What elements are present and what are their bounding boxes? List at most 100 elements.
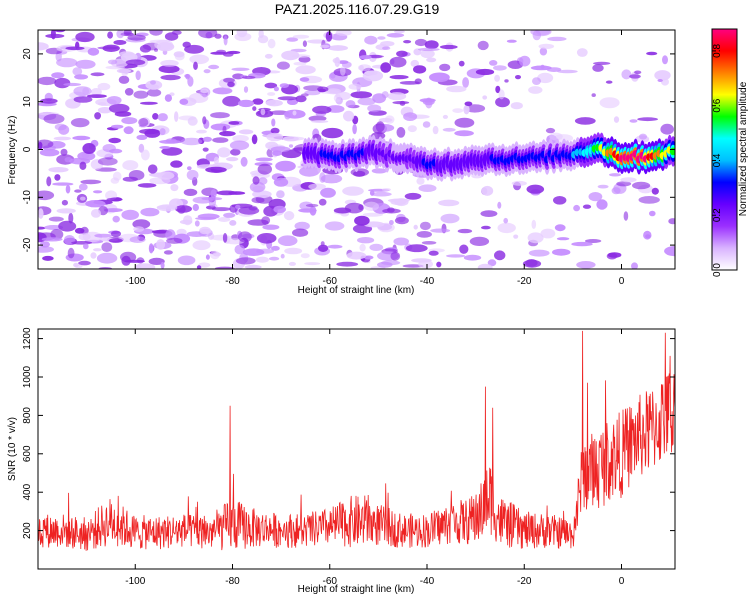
heatmap-cell	[116, 68, 131, 74]
heatmap-cell	[145, 80, 163, 90]
heatmap-cell	[280, 253, 285, 259]
heatmap-cell	[342, 186, 364, 196]
heatmap-cell	[528, 86, 543, 94]
heatmap-cell	[170, 184, 179, 192]
heatmap-cell	[74, 227, 85, 234]
heatmap-cell	[273, 205, 287, 214]
heatmap-cell	[212, 87, 233, 95]
heatmap-cell	[48, 167, 69, 173]
heatmap-cell	[477, 40, 489, 51]
heatmap-cell	[229, 220, 237, 226]
heatmap-cell	[203, 69, 211, 74]
snr-ticks: -100 -80 -60 -40 -20 0 200 400 600 800 1000 1200	[22, 327, 675, 587]
heatmap-cell	[183, 188, 198, 196]
heatmap-cell	[271, 118, 276, 127]
heatmap-cell	[258, 177, 268, 185]
heatmap-cell	[196, 129, 207, 134]
heatmap-cell	[308, 115, 327, 122]
heatmap-cell	[616, 181, 632, 187]
heatmap-cell	[537, 72, 554, 84]
heatmap-cell	[276, 61, 290, 70]
heatmap-cell	[110, 230, 122, 237]
heatmap-cell	[271, 245, 280, 251]
heatmap-cell	[463, 104, 470, 115]
heatmap-cell	[629, 74, 641, 79]
heatmap-cell	[438, 199, 460, 207]
heatmap-cell	[318, 88, 327, 93]
heatmap-cell	[389, 56, 407, 68]
heatmap-cell	[265, 99, 283, 107]
heatmap-cell	[186, 169, 199, 181]
heatmap-cell	[54, 174, 61, 181]
heatmap-cell	[201, 197, 223, 201]
heatmap-cell	[481, 225, 491, 230]
heatmap-cell	[232, 73, 245, 80]
heatmap-cell	[426, 57, 437, 63]
heatmap-cell	[573, 204, 580, 212]
heatmap-cell	[333, 207, 352, 214]
heatmap-cell	[284, 247, 303, 255]
heatmap-cell	[503, 217, 509, 224]
heatmap-cell	[38, 42, 49, 51]
heatmap-cell	[94, 112, 101, 120]
heatmap-cell	[273, 86, 279, 92]
snr-xtick-label: -40	[420, 576, 435, 587]
heatmap-cell	[264, 53, 273, 59]
heatmap-cell	[136, 264, 142, 269]
heatmap-cell	[413, 65, 427, 74]
heatmap-cell	[202, 147, 209, 152]
heatmap-cell	[547, 36, 567, 42]
heatmap-cell	[234, 244, 245, 255]
heatmap-cell	[90, 72, 105, 77]
heatmap-cell	[327, 244, 343, 249]
heatmap-cell	[498, 89, 505, 100]
heatmap-cell	[97, 102, 107, 106]
heatmap-cell	[228, 191, 246, 195]
heatmap-cell	[377, 36, 386, 40]
heatmap-cell	[340, 66, 346, 76]
heatmap-cell	[235, 204, 241, 209]
heatmap-cell	[643, 230, 652, 240]
heatmap-cell	[515, 75, 521, 80]
heatmap-cell	[389, 75, 409, 80]
heatmap-cell	[113, 40, 127, 45]
heatmap-cell	[68, 212, 74, 224]
spectrogram-xtick-label: -20	[517, 276, 532, 287]
heatmap-cell	[261, 216, 271, 225]
heatmap-cell	[403, 40, 412, 44]
heatmap-cell	[440, 213, 460, 224]
heatmap-cell	[623, 211, 629, 221]
heatmap-cell	[396, 126, 406, 138]
heatmap-cell	[481, 185, 494, 196]
spectrogram-ylabel: Frequency (Hz)	[7, 116, 18, 185]
heatmap-cell	[584, 239, 602, 243]
heatmap-cell	[158, 64, 180, 74]
heatmap-cell	[258, 30, 264, 39]
heatmap-cell	[414, 78, 422, 85]
heatmap-cell	[74, 189, 82, 193]
heatmap-cell	[279, 83, 289, 88]
heatmap-cell	[527, 232, 544, 244]
heatmap-cell	[298, 208, 317, 213]
heatmap-cell	[101, 242, 113, 253]
heatmap-cell	[442, 114, 448, 119]
heatmap-cell	[393, 30, 405, 34]
heatmap-cell	[293, 61, 307, 66]
heatmap-cell	[189, 54, 209, 65]
heatmap-cell	[215, 266, 235, 269]
heatmap-cell	[359, 243, 366, 252]
heatmap-cell	[382, 208, 401, 214]
heatmap-cell	[150, 80, 156, 85]
heatmap-cell	[251, 197, 265, 204]
heatmap-cell	[421, 241, 437, 245]
heatmap-cell	[321, 127, 344, 139]
heatmap-cell	[56, 57, 78, 68]
heatmap-cell	[50, 30, 56, 40]
heatmap-cell	[295, 95, 307, 103]
heatmap-cell	[596, 199, 608, 210]
heatmap-cell	[497, 201, 502, 209]
snr-xtick-label: -20	[517, 576, 532, 587]
heatmap-cell	[273, 177, 289, 187]
heatmap-cell	[160, 261, 165, 269]
heatmap-cell	[106, 96, 122, 105]
